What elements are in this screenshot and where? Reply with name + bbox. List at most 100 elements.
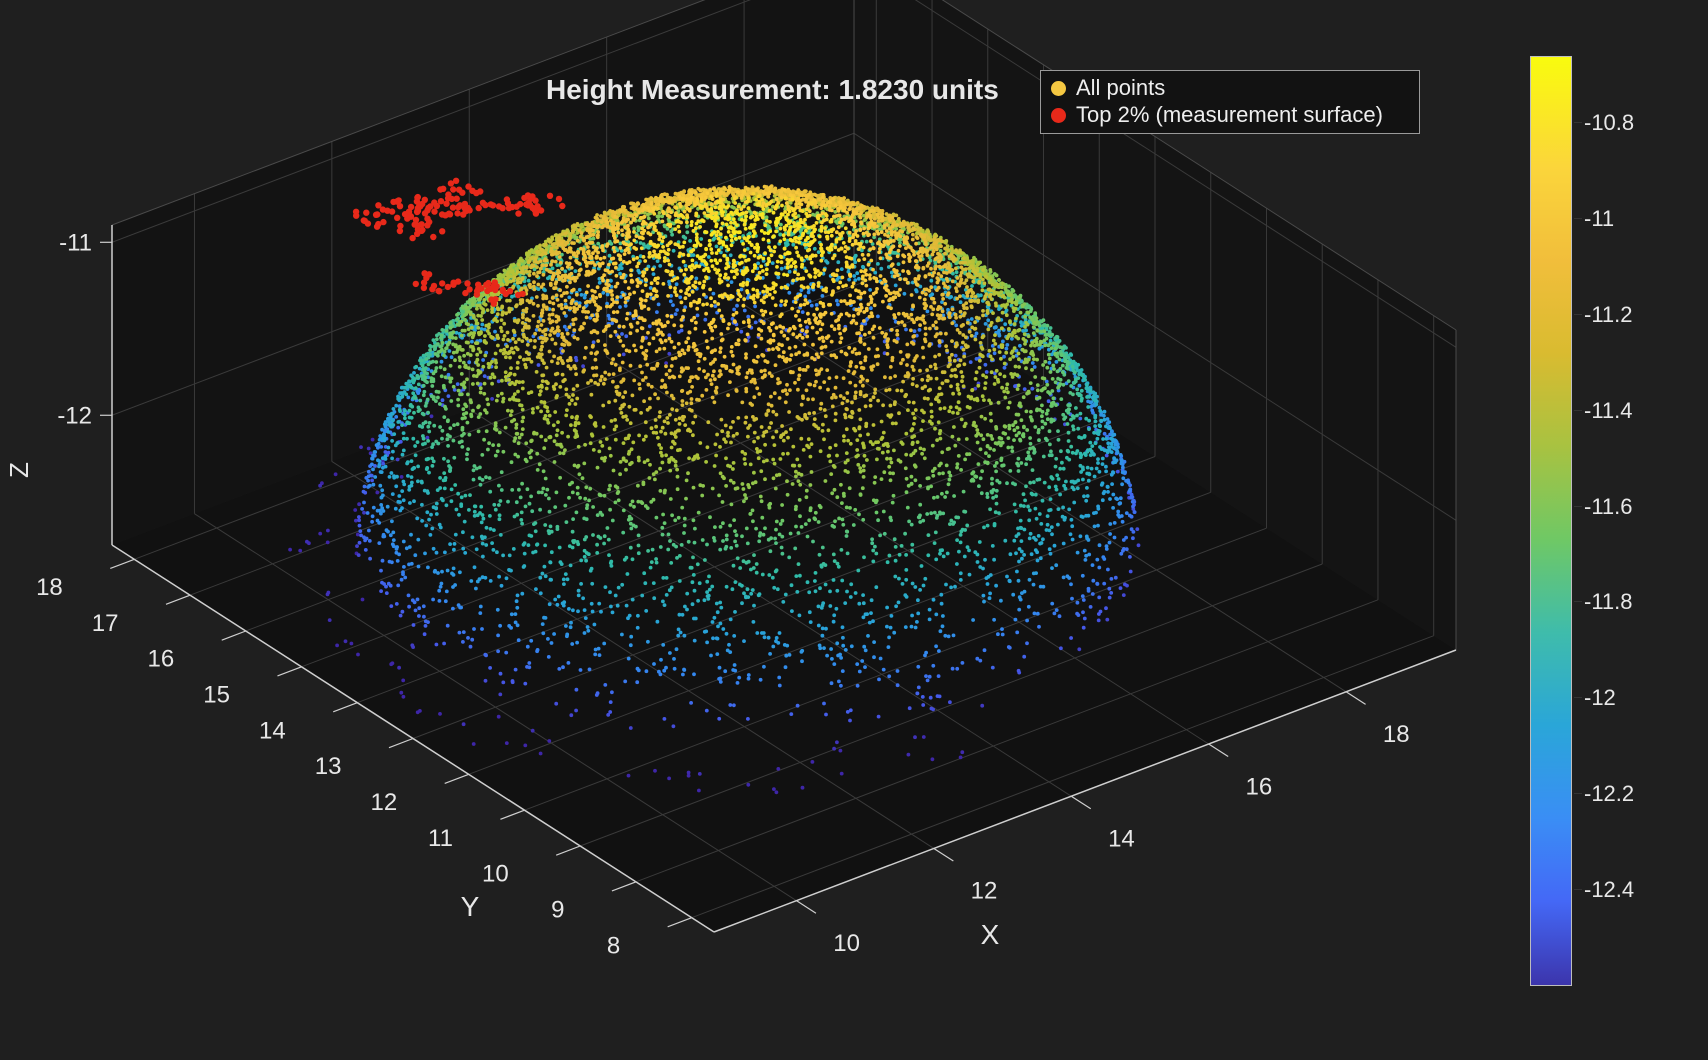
data-point bbox=[1120, 470, 1125, 475]
data-point bbox=[600, 261, 605, 266]
data-point bbox=[524, 265, 529, 270]
data-point bbox=[1094, 466, 1099, 471]
data-point bbox=[912, 329, 917, 334]
data-point bbox=[767, 202, 772, 206]
data-point bbox=[866, 253, 871, 257]
data-point bbox=[556, 332, 561, 337]
data-point bbox=[941, 278, 946, 283]
data-point bbox=[774, 229, 778, 234]
data-point bbox=[762, 231, 767, 235]
data-point bbox=[591, 232, 596, 237]
data-point bbox=[536, 363, 541, 367]
data-point bbox=[605, 301, 609, 306]
data-point bbox=[872, 232, 877, 237]
data-point bbox=[972, 327, 977, 331]
data-point bbox=[981, 313, 985, 318]
data-point bbox=[893, 269, 898, 274]
data-point bbox=[1071, 424, 1075, 429]
data-point bbox=[685, 224, 690, 229]
data-point bbox=[844, 215, 849, 220]
data-point bbox=[1132, 510, 1137, 514]
data-point bbox=[622, 252, 627, 256]
grid-line-z-back-x bbox=[853, 132, 1457, 521]
data-point bbox=[1065, 422, 1070, 426]
data-point bbox=[718, 190, 723, 195]
data-point bbox=[914, 259, 919, 264]
data-point bbox=[803, 294, 808, 299]
data-point bbox=[1008, 320, 1012, 325]
data-point bbox=[587, 240, 592, 245]
data-point bbox=[913, 222, 918, 227]
data-point bbox=[1061, 412, 1066, 417]
data-point bbox=[965, 294, 970, 298]
data-point bbox=[801, 231, 806, 236]
data-point bbox=[954, 315, 958, 320]
data-point bbox=[800, 193, 805, 198]
data-point bbox=[741, 242, 745, 246]
data-point bbox=[944, 277, 949, 281]
data-point bbox=[966, 290, 970, 295]
data-point bbox=[873, 270, 878, 275]
data-point bbox=[923, 274, 928, 279]
data-point bbox=[821, 214, 825, 219]
data-point bbox=[1040, 376, 1045, 380]
data-point bbox=[1053, 380, 1058, 385]
data-point bbox=[804, 228, 808, 233]
data-point bbox=[555, 263, 560, 267]
data-point bbox=[572, 233, 577, 238]
data-point bbox=[930, 273, 935, 278]
data-point bbox=[779, 266, 784, 271]
data-point bbox=[682, 209, 687, 214]
grid-line-y-floor bbox=[357, 420, 1100, 704]
data-point bbox=[739, 196, 744, 200]
data-point bbox=[1064, 366, 1069, 370]
data-point bbox=[878, 256, 883, 261]
data-point bbox=[626, 227, 630, 232]
data-point bbox=[898, 240, 902, 245]
data-point bbox=[512, 333, 517, 338]
data-point bbox=[1108, 426, 1112, 431]
data-point bbox=[1099, 483, 1104, 487]
data-point bbox=[879, 266, 884, 271]
data-point bbox=[413, 386, 418, 391]
data-point bbox=[836, 302, 840, 307]
data-point bbox=[1004, 308, 1009, 313]
data-point bbox=[532, 287, 537, 292]
data-point bbox=[729, 220, 733, 225]
data-point bbox=[1020, 347, 1025, 352]
data-point bbox=[943, 251, 947, 256]
data-point bbox=[1131, 536, 1135, 541]
data-point bbox=[1093, 424, 1097, 428]
data-point bbox=[475, 306, 479, 311]
data-point bbox=[511, 284, 516, 289]
data-point bbox=[819, 242, 823, 247]
data-point bbox=[1084, 416, 1089, 421]
data-point bbox=[806, 242, 810, 247]
data-point bbox=[1033, 311, 1038, 316]
data-point bbox=[1000, 310, 1005, 315]
data-point bbox=[698, 225, 702, 229]
data-point bbox=[857, 276, 861, 281]
data-point bbox=[500, 305, 504, 310]
data-point bbox=[651, 242, 655, 247]
data-point bbox=[862, 257, 867, 261]
data-point bbox=[923, 301, 927, 306]
data-point bbox=[653, 199, 658, 204]
data-point bbox=[853, 239, 858, 243]
data-point bbox=[688, 239, 692, 243]
data-point bbox=[685, 230, 690, 235]
data-point bbox=[657, 237, 662, 242]
data-point bbox=[685, 215, 690, 220]
data-point bbox=[970, 275, 974, 279]
data-point bbox=[1102, 409, 1107, 414]
data-point bbox=[675, 308, 679, 312]
data-point bbox=[563, 243, 567, 247]
data-point bbox=[447, 349, 452, 353]
data-point bbox=[665, 227, 670, 231]
data-point bbox=[880, 218, 885, 223]
data-point bbox=[857, 206, 862, 211]
data-point bbox=[634, 234, 639, 239]
data-point bbox=[1054, 343, 1059, 347]
data-point bbox=[678, 245, 682, 250]
data-point bbox=[577, 268, 582, 273]
